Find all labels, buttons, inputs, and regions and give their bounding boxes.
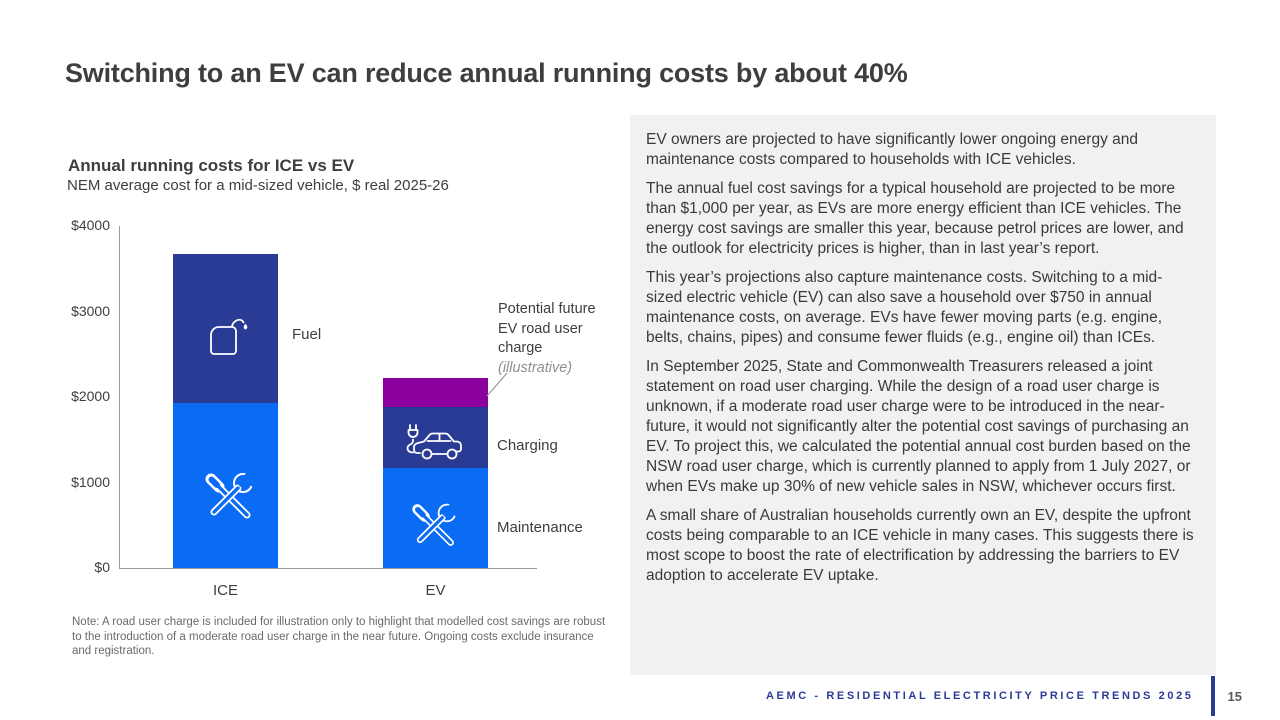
commentary-panel: EV owners are projected to have signific…: [630, 115, 1216, 675]
page-title: Switching to an EV can reduce annual run…: [65, 58, 908, 88]
footer-divider-bar: [1210, 676, 1215, 716]
footer: AEMC - RESIDENTIAL ELECTRICITY PRICE TRE…: [766, 676, 1242, 716]
road-user-charge-annotation: Potential future EV road user charge (il…: [498, 300, 612, 378]
paragraph: A small share of Australian households c…: [646, 507, 1194, 584]
y-axis-tick-label: $3000: [71, 302, 110, 319]
paragraph: In September 2025, State and Commonwealt…: [646, 358, 1191, 495]
bar-segment-ev-potential: [383, 377, 488, 407]
paragraph: EV owners are projected to have signific…: [646, 131, 1138, 168]
page-number: 15: [1227, 688, 1242, 704]
chart-footnote: Note: A road user charge is included for…: [72, 616, 606, 657]
maintenance-segment-label: Maintenance: [497, 519, 583, 536]
y-axis-tick-label: $1000: [71, 473, 110, 490]
chart-title: Annual running costs for ICE vs EV: [68, 156, 355, 175]
fuel-icon: [210, 318, 248, 355]
bar-segment-ev-maintenance: [383, 467, 488, 568]
y-axis-tick-label: $4000: [71, 217, 110, 233]
y-axis: [119, 226, 120, 568]
fuel-segment-label: Fuel: [292, 326, 322, 343]
x-axis: [119, 568, 537, 569]
stacked-bar-chart: Fuel Charging Maintenance Potential futu…: [71, 217, 612, 599]
annotation-text: Potential future EV road user charge: [498, 301, 596, 356]
bar-segment-ev-charging: [383, 406, 488, 468]
maintenance-icon: [412, 503, 459, 546]
paragraph: The annual fuel cost savings for a typic…: [646, 180, 1184, 257]
maintenance-icon: [205, 473, 256, 519]
x-axis-category-label: ICE: [212, 582, 238, 599]
annotation-leader-line: [486, 372, 508, 397]
bar-segment-ice-fuel: [173, 254, 278, 403]
x-axis-category-label: EV: [425, 582, 446, 599]
footer-report-title: AEMC - RESIDENTIAL ELECTRICITY PRICE TRE…: [765, 690, 1194, 702]
y-axis-tick-label: $0: [94, 559, 110, 575]
y-axis-tick-label: $2000: [71, 388, 110, 404]
ev-charging-icon: [406, 424, 462, 460]
charging-segment-label: Charging: [497, 437, 558, 454]
annotation-illustrative-note: (illustrative): [498, 359, 573, 376]
paragraph: This year’s projections also capture mai…: [646, 269, 1163, 346]
bar-segment-ice-maintenance: [173, 402, 278, 568]
chart-subtitle: NEM average cost for a mid-sized vehicle…: [67, 177, 449, 194]
